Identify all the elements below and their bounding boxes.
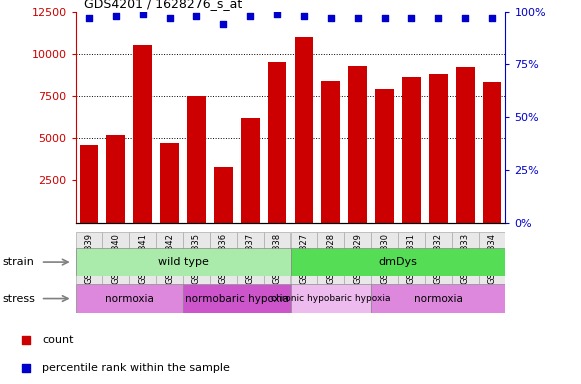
Bar <box>237 232 264 284</box>
Bar <box>456 67 475 223</box>
Bar <box>133 45 152 223</box>
Text: GSM398842: GSM398842 <box>165 233 174 284</box>
Text: dmDys: dmDys <box>379 257 417 267</box>
Bar <box>268 62 286 223</box>
Point <box>326 15 335 21</box>
Text: count: count <box>42 335 74 345</box>
Point <box>218 21 228 27</box>
Bar <box>160 143 179 223</box>
Bar <box>129 232 156 284</box>
Text: GSM398832: GSM398832 <box>434 233 443 285</box>
Text: GSM398839: GSM398839 <box>84 233 94 285</box>
Point <box>407 15 416 21</box>
Text: GSM398828: GSM398828 <box>327 233 335 285</box>
Bar <box>321 81 340 223</box>
Bar <box>183 232 210 284</box>
Bar <box>402 78 421 223</box>
Text: strain: strain <box>3 257 35 267</box>
Bar <box>156 232 183 284</box>
Text: GSM398833: GSM398833 <box>461 233 469 285</box>
Text: GSM398841: GSM398841 <box>138 233 147 284</box>
Bar <box>290 232 317 284</box>
Bar <box>290 248 505 276</box>
Bar <box>106 135 125 223</box>
Bar <box>348 66 367 223</box>
Bar <box>80 145 98 223</box>
Point <box>461 15 470 21</box>
Text: GSM398837: GSM398837 <box>246 233 254 285</box>
Bar <box>264 232 290 284</box>
Bar <box>183 284 290 313</box>
Bar <box>210 232 237 284</box>
Point <box>353 15 363 21</box>
Text: GDS4201 / 1628276_s_at: GDS4201 / 1628276_s_at <box>84 0 242 10</box>
Point <box>246 13 255 19</box>
Point <box>299 13 309 19</box>
Point <box>433 15 443 21</box>
Bar <box>425 232 451 284</box>
Bar <box>76 284 183 313</box>
Bar <box>102 232 130 284</box>
Bar <box>398 232 425 284</box>
Bar <box>479 232 505 284</box>
Text: normoxia: normoxia <box>105 293 154 304</box>
Text: GSM398838: GSM398838 <box>272 233 282 285</box>
Bar <box>295 37 313 223</box>
Text: GSM398835: GSM398835 <box>192 233 201 285</box>
Text: GSM398834: GSM398834 <box>487 233 497 285</box>
Point <box>84 15 94 21</box>
Text: GSM398831: GSM398831 <box>407 233 416 285</box>
Bar <box>241 118 260 223</box>
Bar <box>317 232 344 284</box>
Text: percentile rank within the sample: percentile rank within the sample <box>42 363 230 373</box>
Bar <box>187 96 206 223</box>
Bar <box>290 284 371 313</box>
Text: GSM398836: GSM398836 <box>219 233 228 285</box>
Point <box>272 10 282 17</box>
Point <box>487 15 497 21</box>
Bar <box>344 232 371 284</box>
Point <box>111 13 120 19</box>
Bar <box>375 89 394 223</box>
Bar <box>214 167 233 223</box>
Point <box>165 15 174 21</box>
Bar <box>371 284 505 313</box>
Point <box>21 365 30 371</box>
Text: GSM398827: GSM398827 <box>299 233 309 285</box>
Bar <box>483 83 501 223</box>
Text: GSM398829: GSM398829 <box>353 233 362 284</box>
Text: chronic hypobaric hypoxia: chronic hypobaric hypoxia <box>271 294 390 303</box>
Text: stress: stress <box>3 293 36 304</box>
Bar <box>76 232 102 284</box>
Bar <box>452 232 479 284</box>
Text: GSM398840: GSM398840 <box>112 233 120 284</box>
Point <box>380 15 389 21</box>
Text: normoxia: normoxia <box>414 293 462 304</box>
Text: normobaric hypoxia: normobaric hypoxia <box>185 293 289 304</box>
Text: wild type: wild type <box>157 257 209 267</box>
Point <box>192 13 201 19</box>
Point <box>21 337 30 343</box>
Bar <box>371 232 398 284</box>
Bar <box>76 248 290 276</box>
Bar <box>429 74 448 223</box>
Text: GSM398830: GSM398830 <box>380 233 389 285</box>
Point <box>138 10 148 17</box>
